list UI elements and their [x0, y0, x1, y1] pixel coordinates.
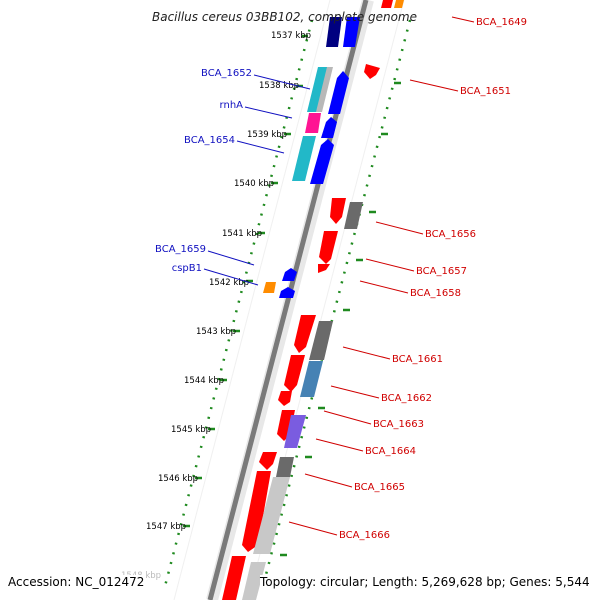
ruler-label-1547: 1547 kbp [146, 522, 186, 532]
connector-bca1658 [359, 280, 409, 294]
gene-cspB1[interactable] [263, 282, 276, 293]
gene-bca1664[interactable] [284, 415, 306, 448]
label-bca1661[interactable]: BCA_1661 [392, 354, 443, 365]
ruler-label-1546: 1546 kbp [158, 474, 198, 484]
label-bca1662[interactable]: BCA_1662 [381, 393, 432, 404]
connector-cspB1 [203, 268, 259, 286]
reverse-label-group: BCA_1649 BCA_1651 BCA_1656 BCA_1657 BCA_… [339, 17, 527, 541]
genome-title: Bacillus cereus 03BB102, complete genome [152, 10, 417, 24]
gene-forward-1539[interactable] [321, 117, 337, 138]
connector-rnhA [244, 106, 293, 119]
connector-bca1659 [207, 250, 255, 266]
label-bca1659[interactable]: BCA_1659 [155, 244, 206, 255]
ruler-label-1540: 1540 kbp [234, 179, 274, 189]
gene-bca1658[interactable] [318, 264, 330, 273]
gene-forward-top-2[interactable] [343, 17, 360, 47]
forward-label-group: BCA_1652 rnhA BCA_1654 BCA_1659 cspB1 [155, 68, 252, 274]
ruler-left-dots [162, 19, 314, 591]
gene-bca1657[interactable] [319, 231, 338, 264]
forward-connectors [203, 74, 311, 286]
ruler-label-1544: 1544 kbp [184, 376, 224, 386]
label-bca1666[interactable]: BCA_1666 [339, 530, 390, 541]
gene-forward-1540[interactable] [310, 139, 334, 184]
ruler-label-1545: 1545 kbp [171, 425, 211, 435]
gene-bca1665[interactable] [259, 452, 277, 470]
ruler-right [260, 19, 412, 591]
label-bca1649[interactable]: BCA_1649 [476, 17, 527, 28]
gene-reverse-1547[interactable] [253, 477, 290, 554]
connector-bca1663 [323, 410, 372, 425]
ruler-label-1541: 1541 kbp [222, 229, 262, 239]
gene-bca1656[interactable] [330, 198, 346, 224]
label-bca1665[interactable]: BCA_1665 [354, 482, 405, 493]
label-bca1654[interactable]: BCA_1654 [184, 135, 235, 146]
connector-bca1665 [304, 473, 353, 488]
gene-bca1652-segment[interactable] [316, 67, 333, 112]
connector-bca1651 [409, 79, 459, 92]
connector-bca1661 [342, 346, 391, 360]
gene-bca1662[interactable] [300, 361, 323, 397]
reverse-connectors [288, 16, 475, 536]
forward-genes [263, 17, 360, 298]
connector-bca1652 [253, 74, 311, 90]
track-guide-left [173, 0, 331, 600]
connector-bca1664 [315, 438, 364, 452]
accession-text: Accession: NC_012472 [8, 575, 145, 589]
gene-reverse-1548[interactable] [222, 556, 246, 600]
connector-bca1666 [288, 521, 338, 536]
genome-summary-text: Topology: circular; Length: 5,269,628 bp… [260, 575, 590, 589]
label-bca1664[interactable]: BCA_1664 [365, 446, 416, 457]
ruler-label-1539: 1539 kbp [247, 130, 287, 140]
connector-bca1656 [375, 221, 424, 235]
ruler-label-1537: 1537 kbp [271, 31, 311, 41]
label-cspB1[interactable]: cspB1 [172, 263, 202, 274]
ruler-right-dots [260, 19, 412, 591]
gene-bca1659[interactable] [282, 268, 297, 281]
label-bca1651[interactable]: BCA_1651 [460, 86, 511, 97]
gene-reverse-1546[interactable] [276, 457, 294, 477]
connector-bca1662 [330, 385, 380, 399]
gene-bca1666[interactable] [242, 471, 271, 552]
gene-bca1661[interactable] [309, 321, 333, 360]
label-bca1652[interactable]: BCA_1652 [201, 68, 252, 79]
gene-forward-1538[interactable] [328, 71, 349, 114]
connector-bca1654 [236, 140, 285, 154]
connector-bca1657 [365, 258, 415, 272]
label-bca1656[interactable]: BCA_1656 [425, 229, 476, 240]
connector-bca1649 [451, 16, 475, 23]
label-bca1663[interactable]: BCA_1663 [373, 419, 424, 430]
gene-reverse-1548-b[interactable] [242, 562, 266, 600]
label-bca1657[interactable]: BCA_1657 [416, 266, 467, 277]
gene-bca1663[interactable] [278, 391, 292, 406]
ruler-label-1542: 1542 kbp [209, 278, 249, 288]
gene-bca1649-fragment[interactable] [381, 0, 393, 8]
gene-rnhA[interactable] [305, 113, 321, 133]
gene-forward-top-1[interactable] [326, 17, 342, 47]
gene-reverse-1544[interactable] [284, 355, 305, 392]
gene-reverse-1543[interactable] [294, 315, 316, 353]
label-rnhA[interactable]: rnhA [220, 100, 244, 111]
gene-forward-1542[interactable] [279, 287, 295, 298]
reverse-genes [222, 0, 404, 600]
ruler-label-1543: 1543 kbp [196, 327, 236, 337]
gene-bca1654[interactable] [292, 136, 316, 181]
gene-bca1651[interactable] [364, 64, 380, 79]
gene-bca1649-fragment-2[interactable] [394, 0, 404, 8]
gene-reverse-1541[interactable] [344, 202, 363, 229]
ruler-label-1538: 1538 kbp [259, 81, 299, 91]
label-bca1658[interactable]: BCA_1658 [410, 288, 461, 299]
